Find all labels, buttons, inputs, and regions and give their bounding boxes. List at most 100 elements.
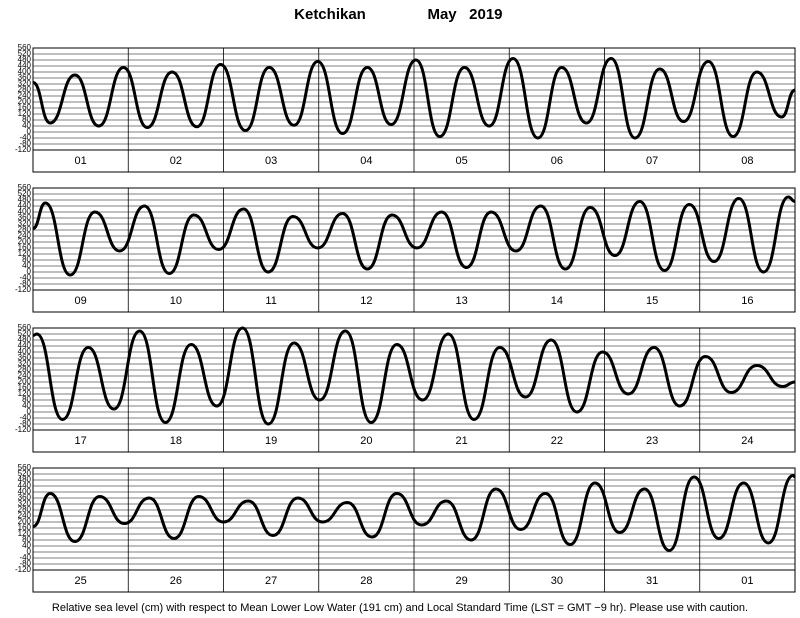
tide-line — [32, 56, 796, 140]
y-tick-label: 40 — [22, 121, 31, 130]
day-label: 10 — [170, 295, 182, 307]
panel-frame — [32, 47, 796, 173]
y-tick-label: 40 — [22, 541, 31, 550]
y-tick-label: 120 — [18, 109, 32, 118]
y-tick-label: -120 — [15, 425, 32, 434]
caption: Relative sea level (cm) with respect to … — [52, 602, 748, 614]
day-label: 28 — [360, 575, 372, 587]
day-label: 21 — [456, 435, 468, 447]
tide-line — [32, 326, 796, 426]
day-label: 14 — [551, 295, 563, 307]
y-tick-label: -120 — [15, 285, 32, 294]
day-label: 06 — [551, 155, 563, 167]
day-label: 09 — [75, 295, 87, 307]
day-label: 04 — [360, 155, 372, 167]
panel-frame — [32, 327, 796, 453]
chart-subtitle: May 2019 — [427, 6, 502, 23]
y-tick-label: 240 — [18, 231, 32, 240]
day-label: 07 — [646, 155, 658, 167]
y-tick-label: 400 — [18, 347, 32, 356]
day-label: 01 — [741, 575, 753, 587]
y-tick-label: 0 — [27, 127, 32, 136]
day-label: 15 — [646, 295, 658, 307]
y-tick-label: 40 — [22, 401, 31, 410]
y-tick-label: 160 — [18, 523, 32, 532]
y-tick-label: 240 — [18, 91, 32, 100]
y-tick-label: 160 — [18, 243, 32, 252]
y-tick-label: 440 — [18, 481, 32, 490]
y-tick-label: 360 — [18, 493, 32, 502]
y-tick-label: 200 — [18, 517, 32, 526]
day-label: 13 — [456, 295, 468, 307]
y-tick-label: 160 — [18, 383, 32, 392]
day-label: 02 — [170, 155, 182, 167]
y-tick-label: 520 — [18, 49, 32, 58]
y-tick-label: 80 — [22, 115, 31, 124]
y-tick-label: 0 — [27, 267, 32, 276]
y-tick-label: 400 — [18, 67, 32, 76]
y-tick-label: 560 — [18, 43, 32, 52]
y-tick-label: 80 — [22, 255, 31, 264]
day-label: 03 — [265, 155, 277, 167]
y-tick-label: -40 — [19, 553, 31, 562]
y-tick-label: -120 — [15, 565, 32, 574]
y-tick-label: -80 — [19, 559, 31, 568]
tide-line — [32, 473, 796, 553]
day-label: 05 — [456, 155, 468, 167]
day-label: 29 — [456, 575, 468, 587]
y-tick-label: 0 — [27, 407, 32, 416]
chart-title: Ketchikan — [294, 6, 366, 23]
y-tick-label: 560 — [18, 323, 32, 332]
y-tick-label: 320 — [18, 499, 32, 508]
y-tick-label: 160 — [18, 103, 32, 112]
y-tick-label: 200 — [18, 97, 32, 106]
panel-frame — [32, 467, 796, 593]
y-tick-label: 80 — [22, 535, 31, 544]
y-tick-label: 80 — [22, 395, 31, 404]
y-tick-label: 520 — [18, 469, 32, 478]
panel-frame — [32, 187, 796, 313]
day-label: 31 — [646, 575, 658, 587]
y-tick-label: -120 — [15, 145, 32, 154]
y-tick-label: 200 — [18, 237, 32, 246]
y-tick-label: 560 — [18, 463, 32, 472]
y-tick-label: 560 — [18, 183, 32, 192]
y-tick-label: -80 — [19, 139, 31, 148]
day-label: 25 — [75, 575, 87, 587]
y-tick-label: -80 — [19, 419, 31, 428]
day-label: 08 — [741, 155, 753, 167]
day-label: 20 — [360, 435, 372, 447]
y-tick-label: 480 — [18, 475, 32, 484]
day-label: 01 — [75, 155, 87, 167]
y-tick-label: 480 — [18, 195, 32, 204]
y-tick-label: 320 — [18, 219, 32, 228]
day-label: 24 — [741, 435, 753, 447]
y-tick-label: 480 — [18, 55, 32, 64]
y-tick-label: 360 — [18, 353, 32, 362]
y-tick-label: 320 — [18, 359, 32, 368]
y-tick-label: -40 — [19, 133, 31, 142]
day-label: 26 — [170, 575, 182, 587]
day-label: 27 — [265, 575, 277, 587]
y-tick-label: 520 — [18, 329, 32, 338]
y-tick-label: 440 — [18, 201, 32, 210]
y-tick-label: 200 — [18, 377, 32, 386]
day-label: 18 — [170, 435, 182, 447]
day-label: 30 — [551, 575, 563, 587]
day-label: 16 — [741, 295, 753, 307]
y-tick-label: 480 — [18, 335, 32, 344]
day-label: 22 — [551, 435, 563, 447]
y-tick-label: 120 — [18, 529, 32, 538]
tide-line — [32, 195, 796, 277]
day-label: 19 — [265, 435, 277, 447]
y-tick-label: 400 — [18, 487, 32, 496]
y-tick-label: 360 — [18, 73, 32, 82]
day-label: 17 — [75, 435, 87, 447]
y-tick-label: 440 — [18, 61, 32, 70]
y-tick-label: 360 — [18, 213, 32, 222]
y-tick-label: 280 — [18, 505, 32, 514]
y-tick-label: 240 — [18, 371, 32, 380]
y-tick-label: 280 — [18, 225, 32, 234]
day-label: 11 — [265, 295, 276, 307]
